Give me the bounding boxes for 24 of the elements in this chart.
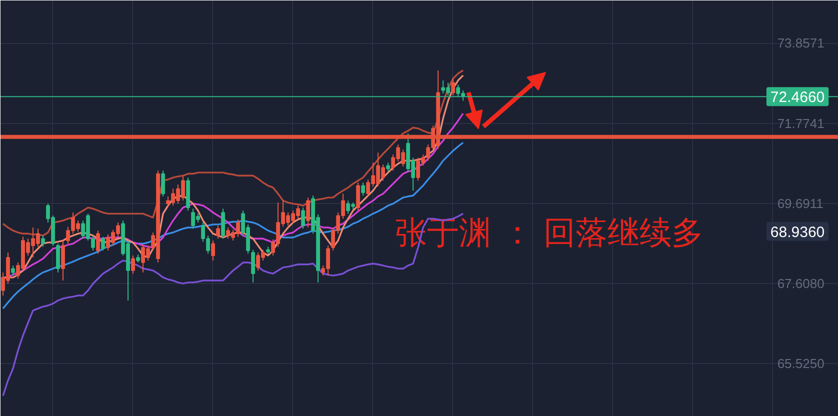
- candlestick: [56, 243, 60, 273]
- y-tick-label: 71.7741: [777, 116, 824, 131]
- candlestick: [161, 170, 165, 197]
- candlestick: [101, 236, 105, 252]
- candlestick: [11, 265, 15, 276]
- ref-line-label: 72.4660: [770, 89, 825, 106]
- candlestick: [131, 255, 135, 274]
- candlestick: [96, 230, 100, 254]
- candlestick: [216, 225, 220, 240]
- candlestick: [251, 249, 255, 283]
- candlestick: [361, 182, 366, 196]
- text: 68.9360: [770, 224, 825, 241]
- candlestick: [451, 78, 456, 96]
- candlestick: [221, 208, 225, 240]
- y-tick-label: 65.5250: [777, 356, 824, 371]
- candlestick: [41, 235, 45, 248]
- y-tick-label: 67.6080: [777, 276, 824, 291]
- candlestick: [306, 197, 310, 228]
- candlestick: [61, 240, 65, 282]
- y-tick-label: 69.6911: [777, 196, 824, 211]
- candlestick: [211, 240, 215, 262]
- candlestick: [356, 182, 360, 212]
- candlestick: [301, 207, 306, 230]
- y-tick-label: 73.8571: [777, 36, 824, 51]
